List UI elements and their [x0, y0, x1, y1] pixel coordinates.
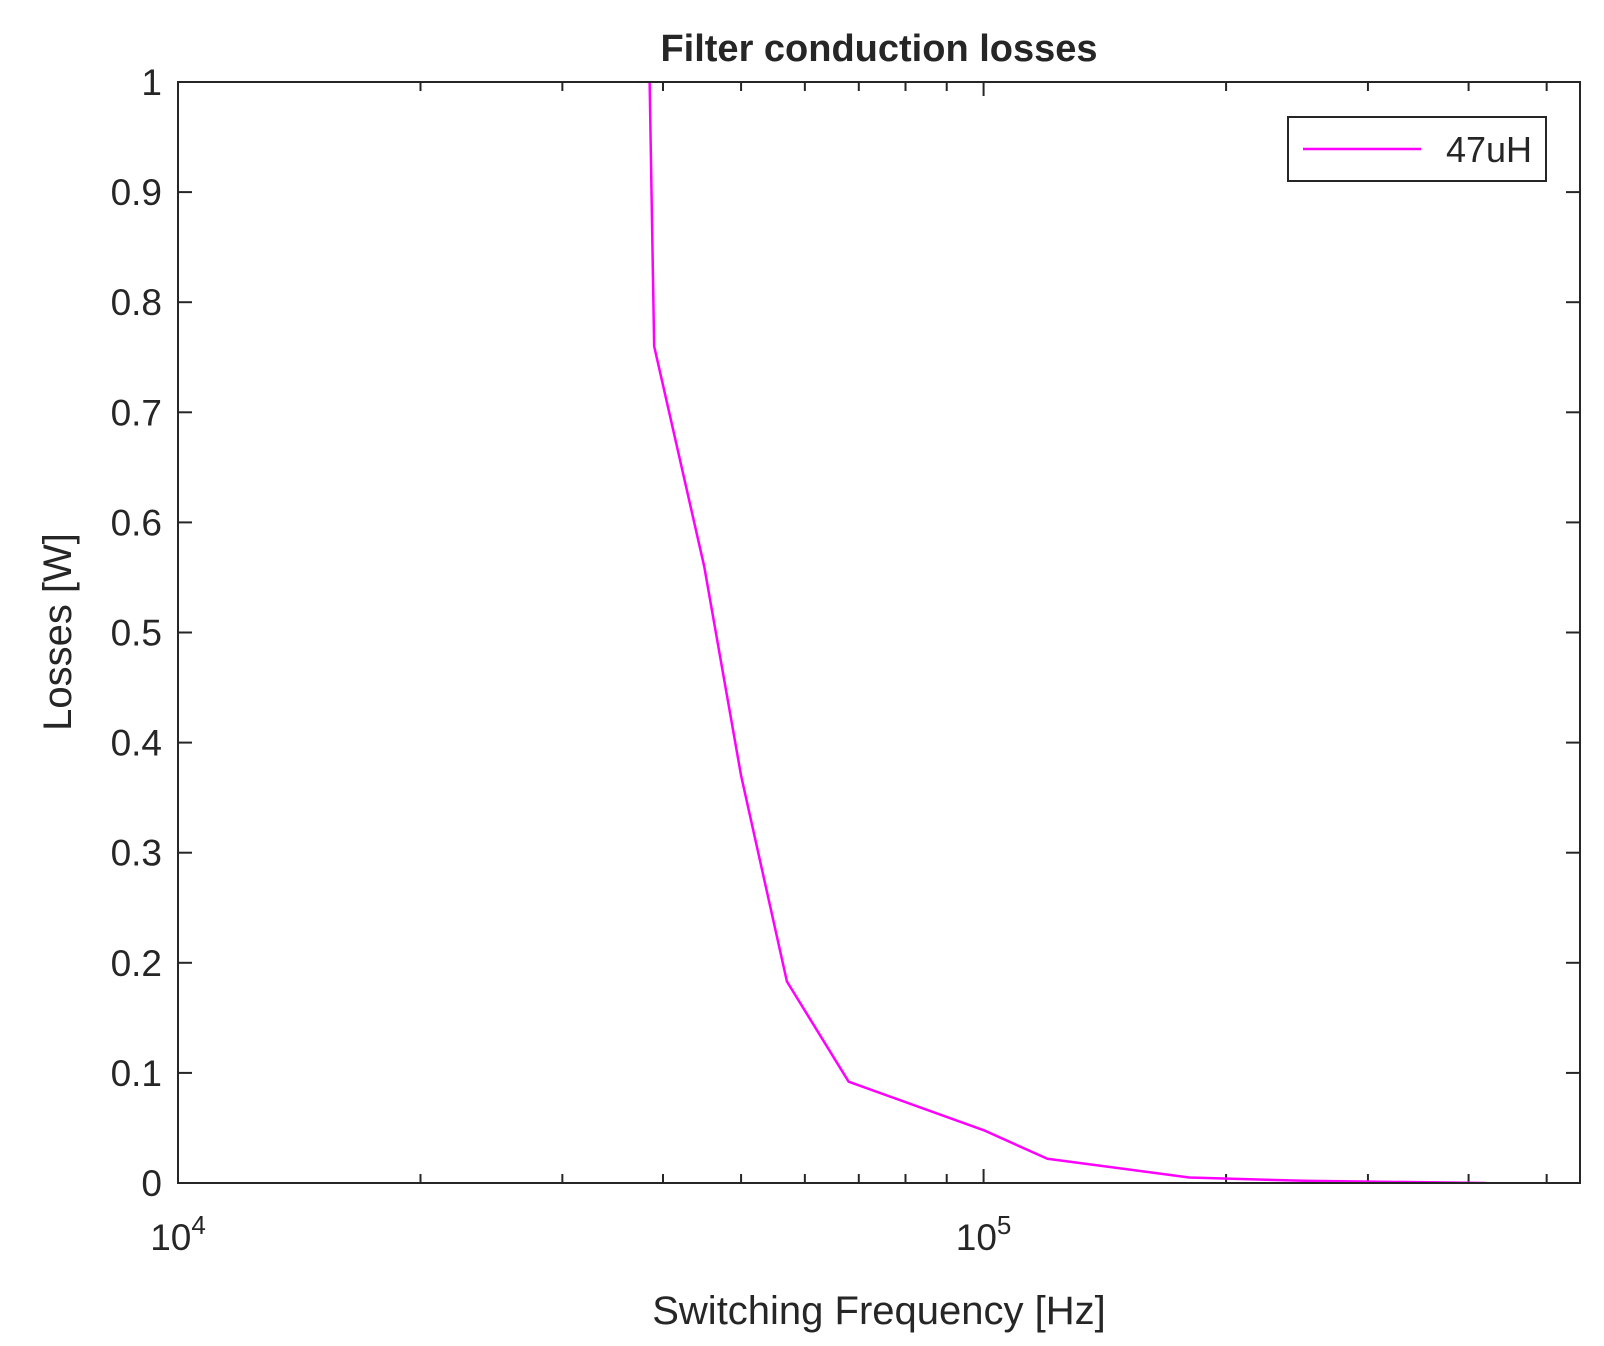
chart-title: Filter conduction losses: [660, 28, 1097, 70]
plot-background: [178, 82, 1580, 1183]
y-tick-label: 0: [141, 1163, 162, 1204]
y-axis-label: Losses [W]: [36, 533, 80, 731]
series-layer: [648, 82, 1486, 1183]
y-tick-label: 0.1: [111, 1053, 162, 1094]
y-tick-label: 0.8: [111, 282, 162, 323]
y-tick-label: 0.2: [111, 943, 162, 984]
x-tick-label: 105: [956, 1210, 1012, 1258]
y-tick-label: 0.3: [111, 833, 162, 874]
y-tick-label: 0.5: [111, 613, 162, 654]
legend: 47uH: [1287, 116, 1547, 182]
y-tick-label: 0.9: [111, 172, 162, 213]
y-tick-label: 1: [141, 62, 162, 103]
x-axis-label: Switching Frequency [Hz]: [652, 1289, 1106, 1333]
y-tick-label: 0.7: [111, 392, 162, 433]
x-tick-label: 104: [150, 1210, 206, 1258]
y-tick-label: 0.6: [111, 502, 162, 543]
plot-frame: [177, 81, 1581, 1184]
series-line-47uH: [648, 82, 1486, 1183]
legend-entry-47uH: 47uH: [1446, 129, 1532, 170]
y-tick-label: 0.4: [111, 723, 162, 764]
axis-ticks: 0 0.1 0.2 0.3 0.4 0.5 0.6 0.7 0.8 0.9 1 104 105: [111, 62, 1580, 1258]
